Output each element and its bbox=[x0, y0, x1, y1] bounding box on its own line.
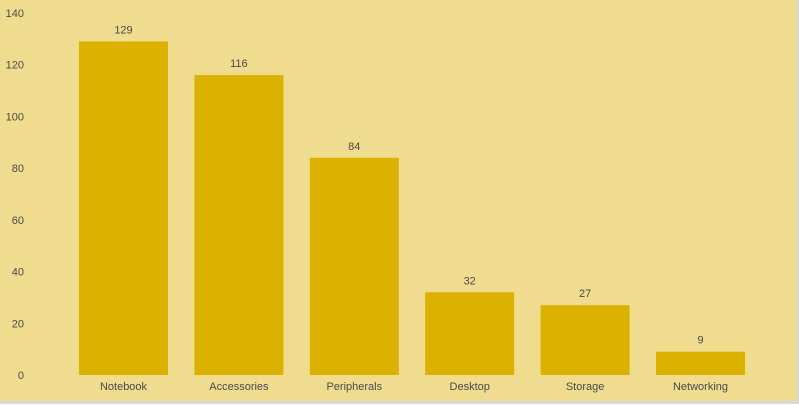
y-tick-label: 0 bbox=[18, 370, 24, 382]
x-tick-label: Peripherals bbox=[326, 381, 382, 393]
x-axis: Notebook Accessories Peripherals Desktop Sto… bbox=[100, 381, 728, 393]
y-tick-label: 120 bbox=[6, 60, 24, 72]
y-tick-label: 140 bbox=[6, 8, 24, 20]
y-tick-label: 60 bbox=[12, 215, 24, 227]
data-label: 9 bbox=[697, 335, 703, 347]
y-tick-label: 100 bbox=[6, 111, 24, 123]
data-label: 27 bbox=[579, 288, 591, 300]
data-label: 129 bbox=[114, 24, 132, 36]
x-tick-label: Storage bbox=[566, 381, 605, 393]
window-edge-right bbox=[797, 0, 799, 404]
bar bbox=[79, 41, 168, 376]
x-tick-label: Desktop bbox=[450, 381, 490, 393]
window-edge-bottom bbox=[0, 401, 799, 404]
bar bbox=[425, 292, 515, 375]
y-tick-label: 80 bbox=[12, 163, 24, 175]
y-tick-label: 40 bbox=[12, 267, 24, 279]
data-label: 116 bbox=[230, 58, 248, 70]
y-tick-label: 20 bbox=[12, 318, 24, 330]
bar bbox=[309, 157, 399, 375]
bar bbox=[194, 75, 284, 375]
data-label: 84 bbox=[348, 141, 360, 153]
x-tick-label: Networking bbox=[673, 381, 728, 393]
y-axis: 0 20 40 60 80 100 120 140 bbox=[6, 8, 24, 382]
bar bbox=[540, 305, 630, 375]
data-labels: 129 116 84 32 27 9 bbox=[114, 24, 703, 346]
data-label: 32 bbox=[464, 275, 476, 287]
x-tick-label: Notebook bbox=[100, 381, 148, 393]
x-tick-label: Accessories bbox=[209, 381, 269, 393]
bars bbox=[79, 41, 745, 376]
bar bbox=[656, 351, 745, 375]
